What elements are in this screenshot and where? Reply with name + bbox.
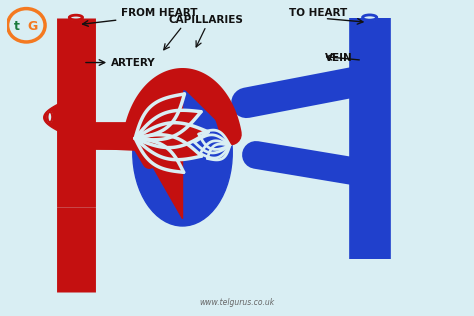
Polygon shape — [135, 94, 184, 138]
Polygon shape — [135, 138, 183, 172]
Ellipse shape — [363, 15, 377, 20]
Text: t: t — [14, 20, 19, 33]
Polygon shape — [200, 141, 230, 158]
Text: FROM HEART: FROM HEART — [121, 9, 198, 18]
Text: ARTERY: ARTERY — [111, 58, 156, 68]
Text: VEIN: VEIN — [325, 53, 352, 63]
Polygon shape — [135, 110, 201, 140]
Ellipse shape — [133, 79, 232, 226]
Text: TO HEART: TO HEART — [289, 9, 347, 18]
Ellipse shape — [69, 15, 82, 20]
Text: G: G — [27, 20, 38, 33]
Text: CAPILLARIES: CAPILLARIES — [169, 15, 244, 25]
Ellipse shape — [47, 112, 52, 122]
Polygon shape — [135, 123, 208, 148]
Polygon shape — [135, 135, 201, 160]
Text: www.telgurus.co.uk: www.telgurus.co.uk — [200, 299, 274, 307]
Polygon shape — [194, 135, 230, 153]
Polygon shape — [207, 144, 230, 160]
Polygon shape — [199, 130, 230, 149]
Polygon shape — [134, 79, 231, 219]
